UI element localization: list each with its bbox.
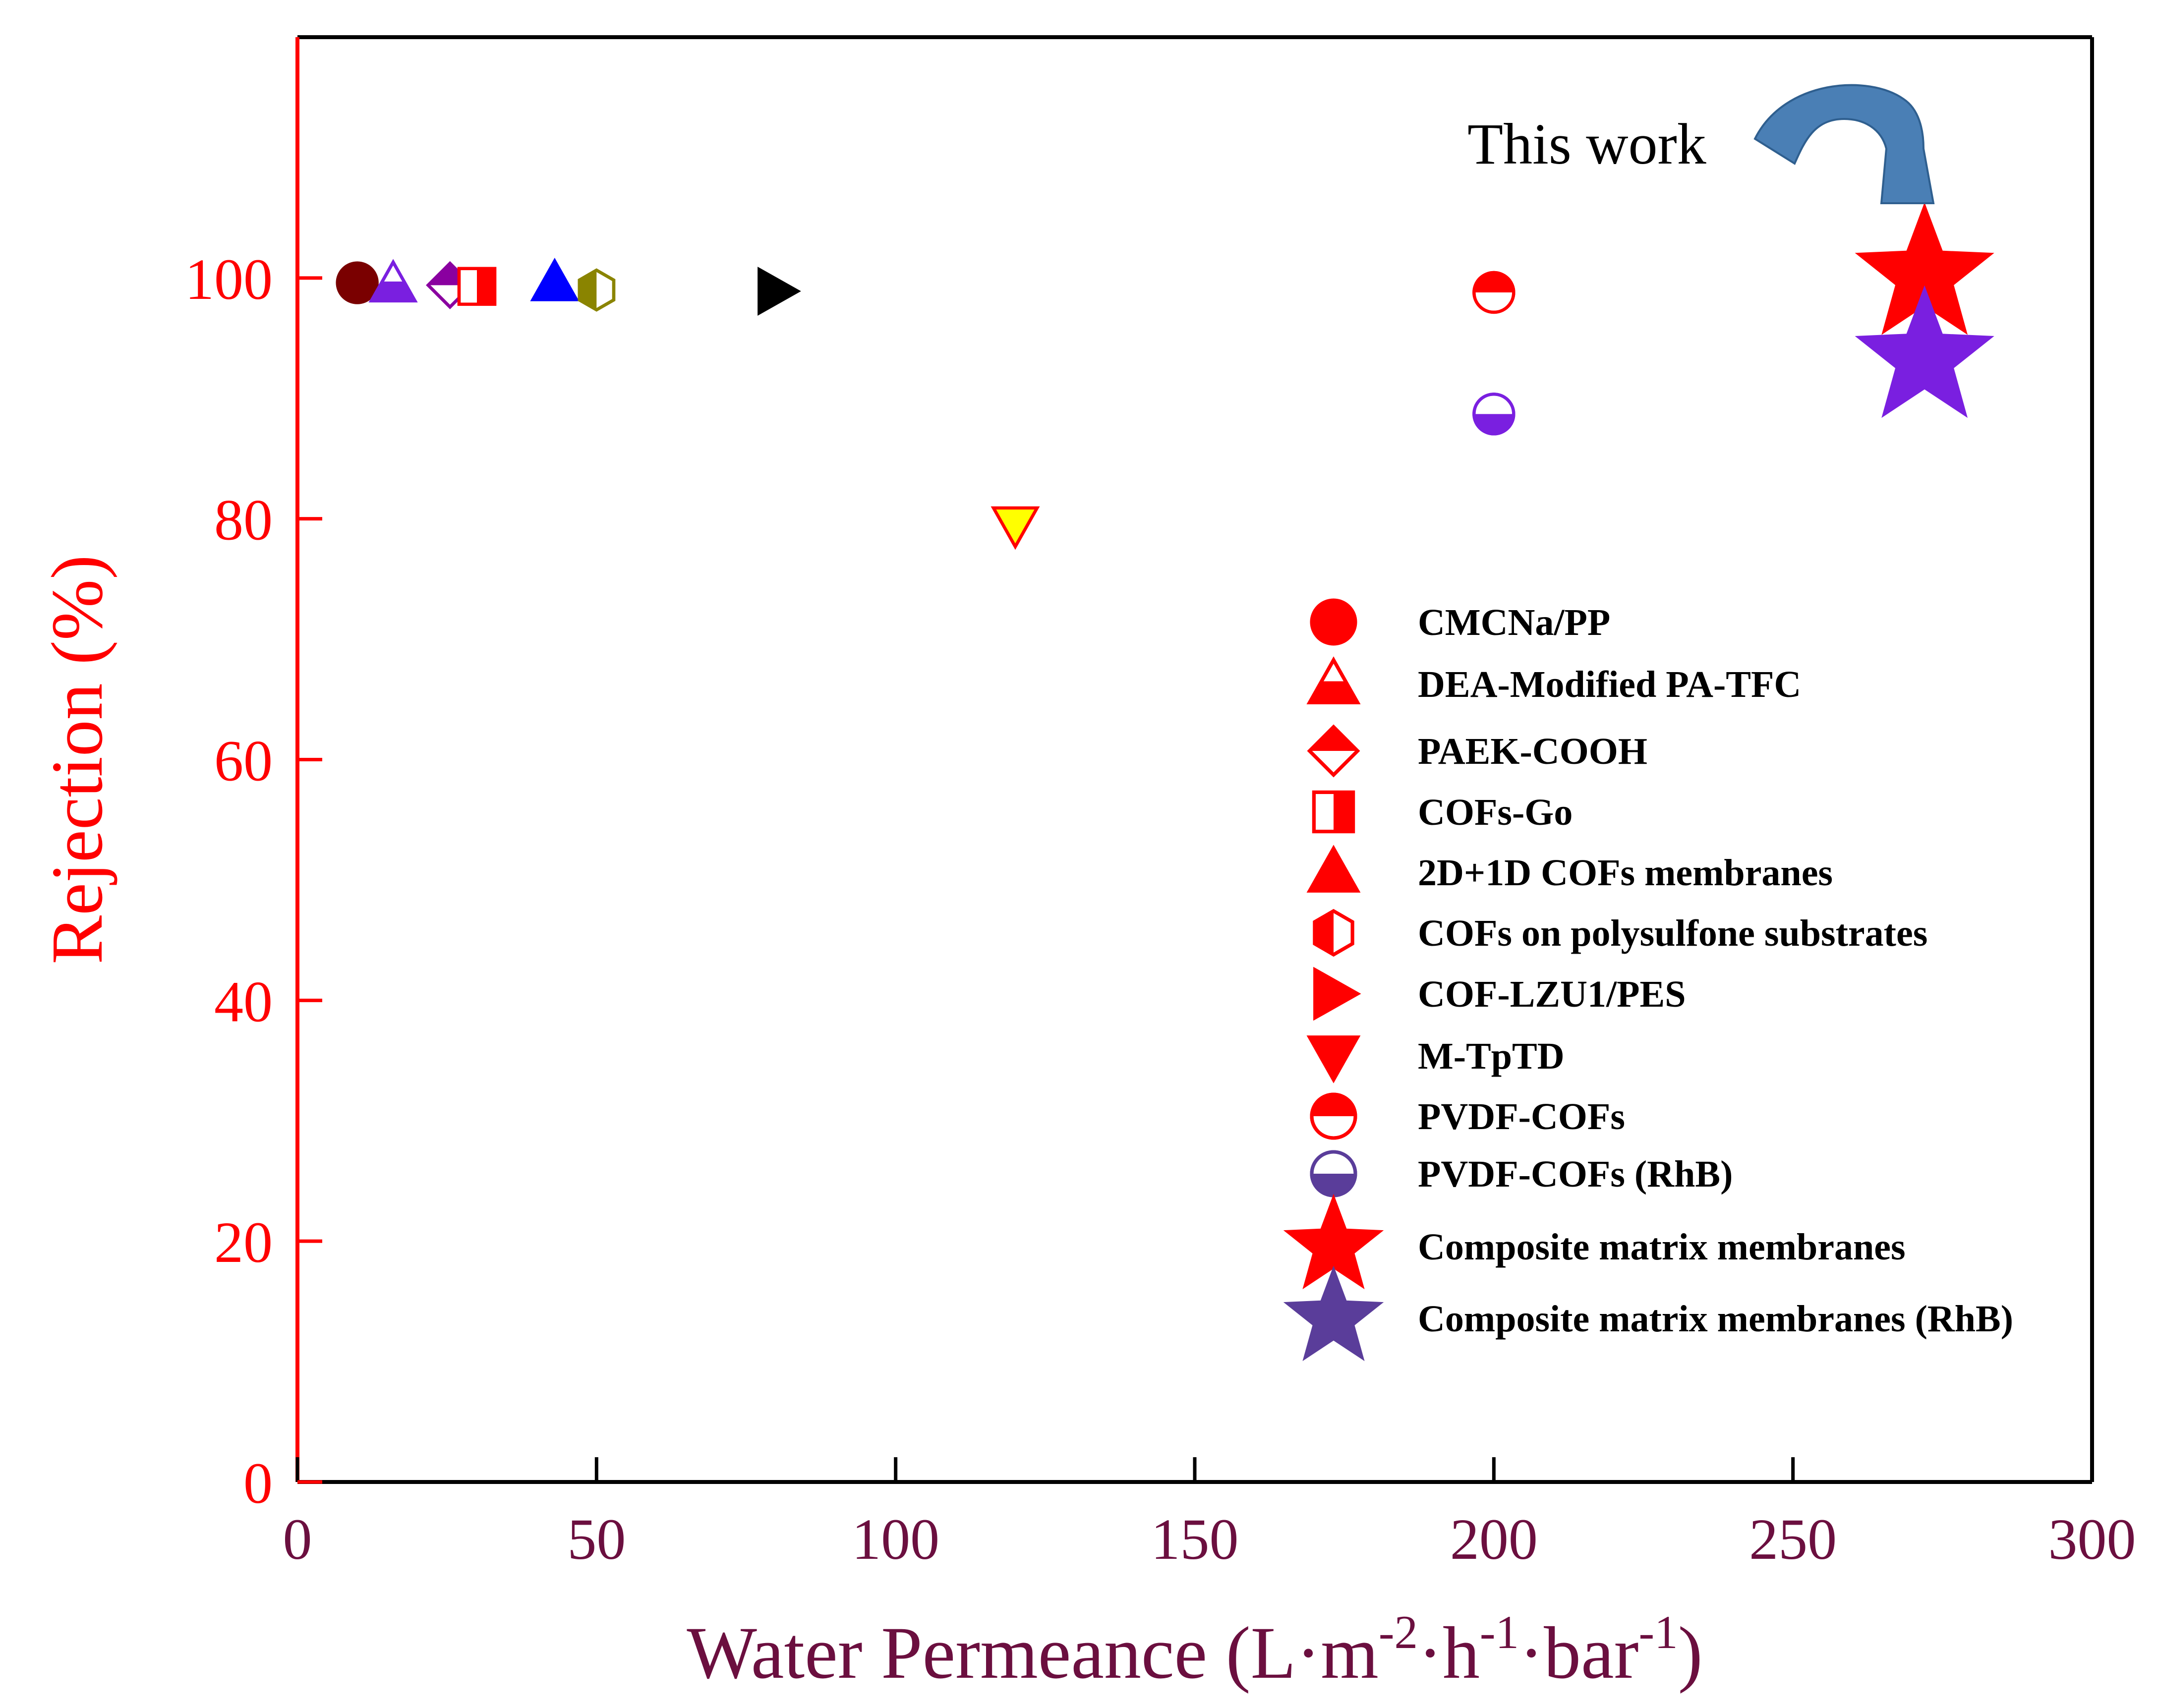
legend-marker-shape [1283, 1265, 1384, 1362]
data-point-cofs-on-polysulfone-substrates-outline [578, 268, 616, 312]
legend-marker-half-fill [1334, 792, 1353, 832]
data-point-cofs-on-polysulfone-substrates [578, 268, 616, 312]
curved-arrow-icon [1753, 84, 1935, 204]
legend-label: PAEK-COOH [1418, 731, 1647, 772]
legend-marker-shape [1306, 1035, 1361, 1083]
legend-label: M-TpTD [1418, 1035, 1565, 1077]
legend-marker-outline [1312, 790, 1355, 834]
legend-marker [1310, 1092, 1357, 1140]
legend-marker-shape [1313, 967, 1361, 1021]
legend-label: PVDF-COFs (RhB) [1418, 1153, 1733, 1195]
data-point-composite-matrix-membranes-rhb-shape [1855, 285, 1994, 418]
annotation-this-work: This work [1467, 112, 1706, 176]
legend-label: Composite matrix membranes [1418, 1226, 1906, 1268]
data-point-m-tptd [991, 506, 1040, 550]
x-tick-label: 50 [567, 1507, 626, 1572]
x-tick-label: 0 [283, 1507, 312, 1572]
y-tick-label: 0 [243, 1451, 273, 1516]
legend-marker-shape [1310, 598, 1357, 646]
x-axis-title-part: -1 [1639, 1606, 1678, 1658]
legend-marker [1283, 1265, 1384, 1362]
x-tick-label: 200 [1450, 1507, 1538, 1572]
y-tick-label: 80 [214, 488, 273, 553]
data-point-m-tptd-shape [991, 506, 1040, 550]
x-tick-label: 300 [2048, 1507, 2136, 1572]
legend-marker [1283, 1194, 1384, 1290]
legend-label: CMCNa/PP [1418, 602, 1610, 643]
x-tick-label: 100 [852, 1507, 939, 1572]
data-point-dea-modified-pa-tfc [368, 259, 418, 303]
data-point-cof-lzu1-pes [758, 267, 801, 316]
x-axis-title-part: Water Permeance (L·m [687, 1612, 1378, 1694]
x-axis-title-part: ·bar [1519, 1612, 1638, 1694]
data-point-pvdf-cofs [1472, 271, 1516, 314]
y-axis-title: Rejection (%) [37, 555, 118, 965]
x-tick-label: 150 [1151, 1507, 1239, 1572]
legend-marker [1310, 1150, 1357, 1197]
legend-marker-outline [1313, 909, 1354, 957]
x-axis-title-part: ·h [1418, 1612, 1480, 1694]
data-point-pvdf-cofs-rhb [1472, 393, 1516, 436]
data-point-cofs-go [457, 267, 497, 306]
legend-label: 2D+1D COFs membranes [1418, 852, 1833, 894]
data-point-cofs-go-half-fill [477, 268, 495, 304]
data-point-pvdf-cofs-rhb-outline [1472, 393, 1516, 436]
legend-marker-shape [1306, 845, 1361, 893]
y-tick-label: 40 [214, 969, 273, 1034]
legend-label: COFs on polysulfone substrates [1418, 912, 1927, 954]
data-point-cmcna-pp-shape [336, 261, 379, 304]
legend-marker [1310, 598, 1357, 646]
legend-marker [1306, 845, 1361, 893]
legend-label: DEA-Modified PA-TFC [1418, 664, 1801, 705]
data-point-cmcna-pp [336, 261, 379, 304]
legend-marker-outline [1310, 1092, 1357, 1140]
legend-marker-shape [1283, 1194, 1384, 1290]
legend-label: Composite matrix membranes (RhB) [1418, 1298, 2013, 1340]
data-point-cof-lzu1-pes-shape [758, 267, 801, 316]
y-tick-label: 60 [214, 729, 273, 794]
legend-label: COFs-Go [1418, 792, 1573, 833]
data-point-cofs-go-outline [457, 267, 497, 306]
legend-marker [1313, 967, 1361, 1021]
legend-label: PVDF-COFs [1418, 1096, 1625, 1138]
x-axis-title-part: -2 [1379, 1606, 1418, 1658]
x-axis-title: Water Permeance (L·m-2·h-1·bar-1) [687, 1606, 1702, 1694]
legend-marker-outline [1307, 724, 1360, 778]
x-axis-title-part: -1 [1480, 1606, 1519, 1658]
y-tick-label: 20 [214, 1210, 273, 1275]
legend-marker [1312, 790, 1355, 834]
legend-marker-outline [1306, 656, 1361, 704]
data-point-composite-matrix-membranes-rhb [1855, 285, 1994, 418]
legend-marker [1306, 656, 1361, 704]
data-point-2d-1d-cofs-membranes-shape [530, 258, 580, 301]
data-point-2d-1d-cofs-membranes [530, 258, 580, 301]
x-axis-title-part: ) [1678, 1612, 1703, 1694]
legend-label: COF-LZU1/PES [1418, 973, 1686, 1015]
legend-marker [1306, 1035, 1361, 1083]
y-tick-label: 100 [185, 247, 273, 312]
x-tick-label: 250 [1749, 1507, 1837, 1572]
legend-marker [1313, 909, 1354, 957]
data-point-pvdf-cofs-outline [1472, 271, 1516, 314]
data-point-dea-modified-pa-tfc-outline [368, 259, 418, 303]
